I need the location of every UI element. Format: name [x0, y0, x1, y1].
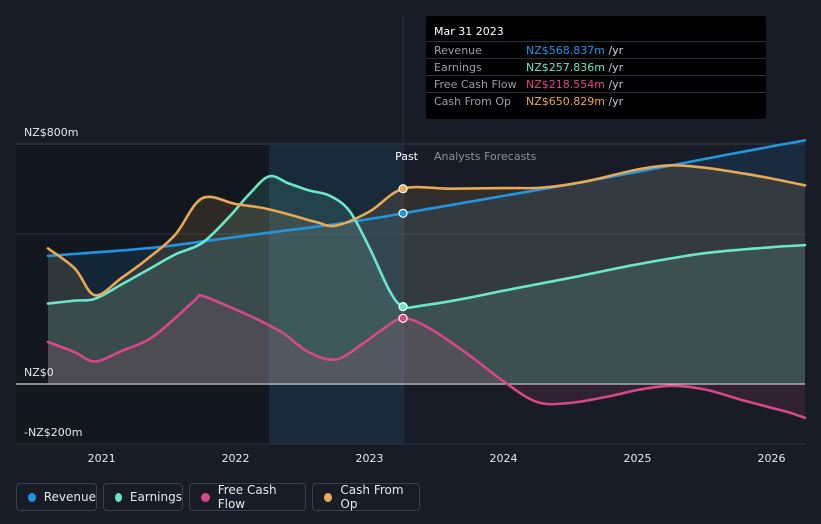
cash-from-op-area: [48, 165, 805, 384]
tooltip-row-cash-from-op: Cash From Op NZ$650.829m /yr: [426, 92, 766, 110]
tooltip-row-free-cash-flow: Free Cash Flow NZ$218.554m /yr: [426, 75, 766, 93]
tooltip-row-earnings: Earnings NZ$257.836m /yr: [426, 58, 766, 76]
legend-label: Earnings: [129, 490, 182, 504]
free-cash-flow-marker: [398, 313, 408, 323]
x-axis-label: 2021: [88, 452, 116, 465]
revenue-dot-icon: [28, 492, 36, 502]
forecast-label: Analysts Forecasts: [434, 150, 537, 163]
free-cash-flow-line: [46, 293, 807, 420]
tooltip-value: NZ$568.837m /yr: [526, 44, 624, 57]
tooltip-label: Earnings: [434, 61, 482, 74]
x-axis-label: 2023: [356, 452, 384, 465]
legend-label: Revenue: [43, 490, 96, 504]
legend-revenue[interactable]: Revenue: [16, 483, 97, 511]
earnings-marker: [398, 302, 408, 312]
revenue-marker: [398, 208, 408, 218]
earnings-area: [48, 176, 805, 384]
legend-free-cash-flow[interactable]: Free Cash Flow: [189, 483, 306, 511]
x-axis-label: 2024: [490, 452, 518, 465]
legend-earnings[interactable]: Earnings: [103, 483, 183, 511]
cash-from-op-dot-icon: [324, 492, 333, 502]
x-axis-label: 2025: [624, 452, 652, 465]
tooltip-value: NZ$218.554m /yr: [526, 78, 624, 91]
legend-label: Free Cash Flow: [217, 483, 277, 511]
x-axis-label: 2026: [758, 452, 786, 465]
legend-label: Cash From Op: [340, 483, 404, 511]
free-cash-flow-dot-icon: [201, 492, 210, 502]
tooltip-value: NZ$257.836m /yr: [526, 61, 624, 74]
cash-from-op-line: [46, 163, 807, 297]
earnings-dot-icon: [115, 492, 122, 502]
past-label: Past: [395, 150, 419, 163]
earnings-line: [46, 174, 807, 309]
tooltip-value: NZ$650.829m /yr: [526, 95, 624, 108]
tooltip-row-revenue: Revenue NZ$568.837m /yr: [426, 41, 766, 59]
tooltip-label: Revenue: [434, 44, 482, 57]
tooltip-date: Mar 31 2023: [434, 25, 504, 38]
free-cash-flow-area: [48, 295, 805, 418]
highlight-band: [269, 145, 404, 444]
revenue-area: [48, 140, 805, 384]
x-axis-label: 2022: [222, 452, 250, 465]
y-axis-label: NZ$800m: [24, 126, 78, 139]
y-axis-label: NZ$0: [24, 366, 54, 379]
tooltip: Mar 31 2023 Revenue NZ$568.837m /yr Earn…: [426, 16, 766, 119]
y-axis-label: -NZ$200m: [24, 426, 82, 439]
cash-from-op-marker: [398, 184, 408, 194]
legend-cash-from-op[interactable]: Cash From Op: [312, 483, 420, 511]
tooltip-label: Cash From Op: [434, 95, 512, 108]
tooltip-label: Free Cash Flow: [434, 78, 517, 91]
